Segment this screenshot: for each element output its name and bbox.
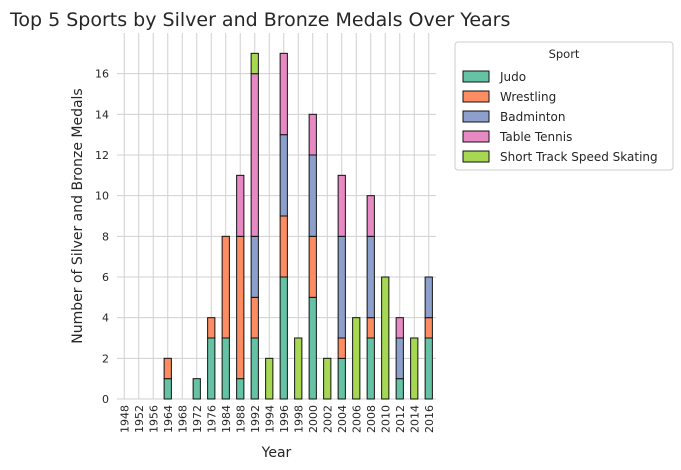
bar-segment xyxy=(250,73,259,237)
x-tick-label: 1968 xyxy=(176,405,189,433)
y-tick-label: 6 xyxy=(102,271,109,284)
bar-segment xyxy=(279,276,288,400)
y-tick-label: 16 xyxy=(95,68,109,81)
bar-segment xyxy=(207,337,216,400)
legend-items: Judo Wrestling Badminton Table Tennis Short … xyxy=(462,70,658,164)
bar-segment xyxy=(265,357,274,400)
bar-segment xyxy=(366,235,375,319)
legend-label: Table Tennis xyxy=(499,130,572,144)
bar-segment xyxy=(308,235,317,298)
y-tick-label: 10 xyxy=(95,190,109,203)
grid xyxy=(117,33,436,400)
bar-segment xyxy=(221,235,230,339)
bar-segment xyxy=(424,276,433,319)
bar-segment xyxy=(366,337,375,400)
x-tick-label: 2006 xyxy=(350,405,363,433)
x-tick-label: 1994 xyxy=(263,405,276,433)
x-tick-label: 1984 xyxy=(220,405,233,433)
bar-segment xyxy=(279,52,288,136)
legend: Sport Judo Wrestling Badminton Table Tennis… xyxy=(454,41,674,171)
bar-segment xyxy=(308,113,317,156)
legend-swatch xyxy=(462,70,490,83)
bar-segment xyxy=(250,52,259,75)
bar-segment xyxy=(323,357,332,400)
bar-segment xyxy=(366,195,375,237)
legend-swatch xyxy=(462,90,490,103)
bar-segment xyxy=(395,378,404,400)
legend-swatch xyxy=(462,150,490,163)
x-tick-label: 2002 xyxy=(321,405,334,433)
bar-segment xyxy=(352,317,361,400)
bar-segment xyxy=(337,337,346,359)
legend-label: Short Track Speed Skating xyxy=(500,150,658,164)
bar-segment xyxy=(279,134,288,217)
bar-segment xyxy=(366,317,375,339)
x-tick-label: 1976 xyxy=(205,405,218,433)
bar-segment xyxy=(236,235,245,380)
bar-segment xyxy=(163,357,172,380)
y-tick-label: 4 xyxy=(102,312,109,325)
bar-segment xyxy=(424,317,433,339)
bar-segment xyxy=(163,378,172,400)
bar-segment xyxy=(395,337,404,380)
y-axis-label: Number of Silver and Bronze Medals xyxy=(70,88,86,343)
bar-segment xyxy=(192,378,201,400)
y-tick-label: 8 xyxy=(102,230,109,243)
x-tick-label: 1996 xyxy=(278,405,291,433)
bar-segment xyxy=(337,357,346,400)
y-tick-label: 14 xyxy=(95,108,109,121)
x-tick-label: 2008 xyxy=(365,405,378,433)
x-tick-label: 2010 xyxy=(379,405,392,433)
x-tick-label: 1988 xyxy=(234,405,247,433)
x-tick-label: 2000 xyxy=(307,405,320,433)
legend-label: Wrestling xyxy=(500,90,556,104)
x-tick-label: 1964 xyxy=(162,405,175,433)
x-tick-label: 1952 xyxy=(133,405,146,433)
bar-segment xyxy=(250,235,259,298)
bar-segment xyxy=(294,337,303,400)
bar-segment xyxy=(424,337,433,400)
bar-segment xyxy=(279,215,288,278)
bars xyxy=(163,52,433,400)
bar-segment xyxy=(308,154,317,237)
legend-swatch xyxy=(462,110,490,123)
x-tick-label: 2016 xyxy=(423,405,436,433)
y-tick-label: 2 xyxy=(102,352,109,365)
x-tick-label: 2014 xyxy=(408,405,421,433)
bar-segment xyxy=(410,337,419,400)
y-tick-label: 0 xyxy=(102,393,109,406)
x-tick-label: 1992 xyxy=(249,405,262,433)
legend-swatch xyxy=(462,130,490,143)
bar-segment xyxy=(250,296,259,339)
y-tick-label: 12 xyxy=(95,149,109,162)
legend-title: Sport xyxy=(549,47,580,61)
legend-label: Badminton xyxy=(500,110,565,124)
bar-segment xyxy=(308,296,317,400)
bar-segment xyxy=(207,317,216,339)
x-tick-label: 1998 xyxy=(292,405,305,433)
bar-segment xyxy=(381,276,390,400)
x-tick-label: 1948 xyxy=(118,405,131,433)
bar-segment xyxy=(236,378,245,400)
bar-segment xyxy=(250,337,259,400)
chart-title: Top 5 Sports by Silver and Bronze Medals… xyxy=(9,9,510,31)
bar-segment xyxy=(337,235,346,339)
x-axis-ticks: 1948 1952 1956 1964 1968 1972 1976 1984 1988 1992… xyxy=(118,405,436,433)
x-tick-label: 1972 xyxy=(191,405,204,433)
bar-segment xyxy=(221,337,230,400)
y-axis-ticks: 0 2 4 6 8 10 12 14 16 xyxy=(95,68,109,406)
legend-frame xyxy=(454,41,674,171)
x-axis-label: Year xyxy=(261,445,292,461)
x-tick-label: 2012 xyxy=(394,405,407,433)
x-tick-label: 2004 xyxy=(336,405,349,433)
bar-segment xyxy=(236,174,245,237)
legend-label: Judo xyxy=(499,70,526,84)
bar-segment xyxy=(337,174,346,237)
bar-segment xyxy=(395,317,404,339)
x-tick-label: 1956 xyxy=(147,405,160,433)
